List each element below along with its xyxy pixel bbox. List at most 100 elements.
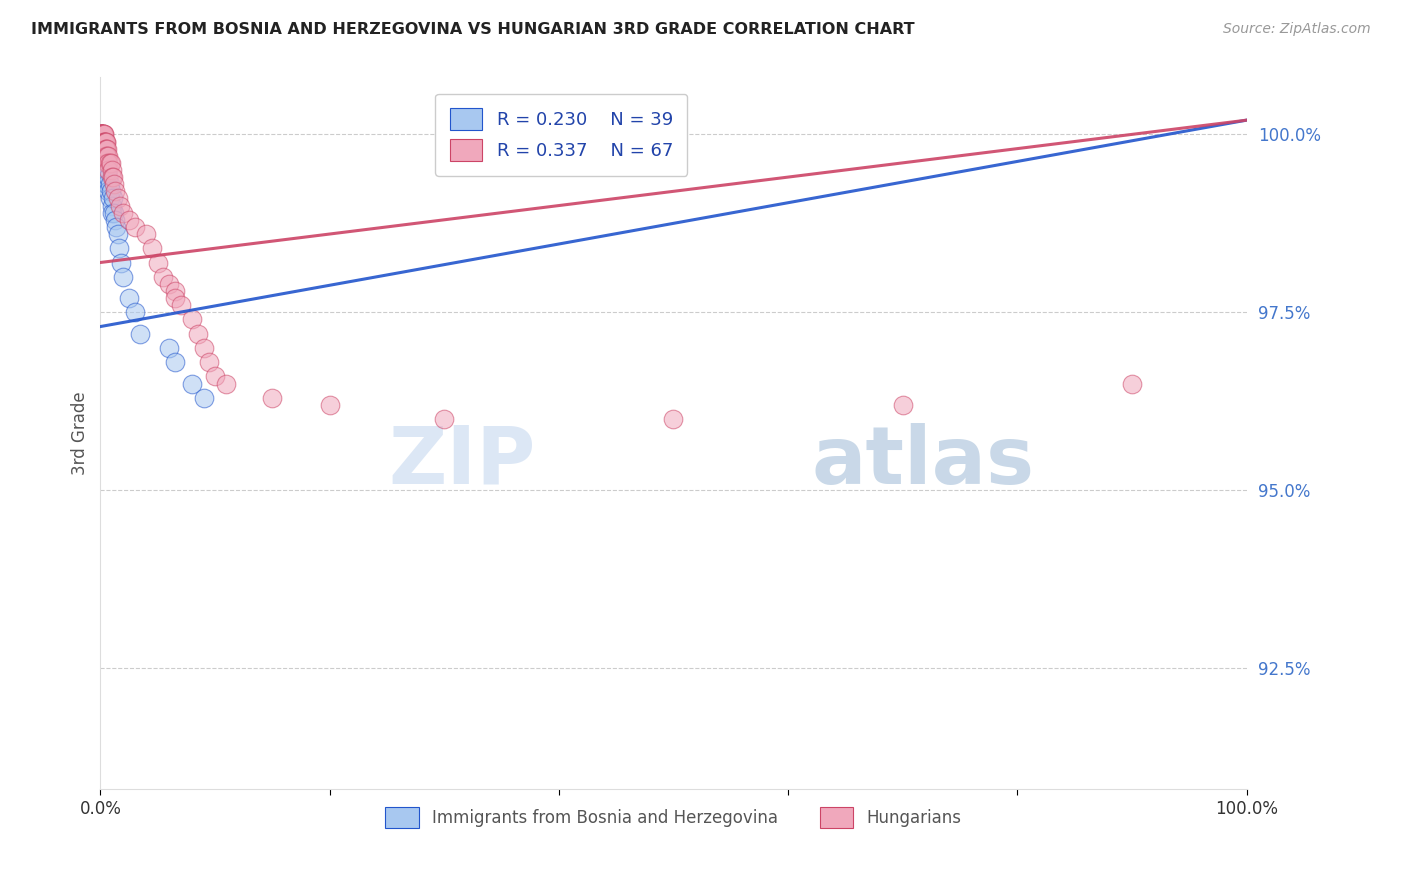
Text: atlas: atlas [811,423,1035,500]
Point [112,269,135,284]
Point [94,135,117,149]
Point [91,128,114,142]
Point [91,142,114,156]
Point [93,135,115,149]
Point [90,128,112,142]
Point [96,163,118,178]
Point [318,398,340,412]
Point [181,376,204,391]
Point [135,227,157,241]
Point [90,128,112,142]
Point [94,156,117,170]
Point [112,205,135,219]
Point [93,128,115,142]
Point [94,156,117,170]
Point [98,178,121,192]
Point [98,156,121,170]
Point [91,128,114,142]
Legend: Immigrants from Bosnia and Herzegovina, Hungarians: Immigrants from Bosnia and Herzegovina, … [378,801,969,834]
Point [103,178,125,192]
Point [107,241,129,255]
Point [91,135,114,149]
Point [104,184,127,198]
Point [108,198,131,212]
Point [93,135,115,149]
Point [110,255,132,269]
Point [141,241,163,255]
Point [94,142,117,156]
Point [101,163,124,178]
Point [91,135,114,149]
Point [187,326,209,341]
Text: IMMIGRANTS FROM BOSNIA AND HERZEGOVINA VS HUNGARIAN 3RD GRADE CORRELATION CHART: IMMIGRANTS FROM BOSNIA AND HERZEGOVINA V… [31,22,914,37]
Point [101,191,124,205]
Point [1121,376,1143,391]
Point [262,391,284,405]
Point [193,341,215,355]
Point [97,149,120,163]
Point [93,142,115,156]
Point [93,149,115,163]
Point [163,355,186,369]
Point [193,391,215,405]
Point [93,128,115,142]
Point [90,135,112,149]
Point [204,369,226,384]
Point [169,298,191,312]
Point [94,135,117,149]
Point [94,178,117,192]
Point [90,128,112,142]
Point [105,219,128,234]
Text: Source: ZipAtlas.com: Source: ZipAtlas.com [1223,22,1371,37]
Point [94,149,117,163]
Point [163,284,186,298]
Point [101,205,124,219]
Point [163,291,186,305]
Point [101,170,124,185]
Point [90,128,112,142]
Point [152,269,174,284]
Point [94,149,117,163]
Point [662,412,685,426]
Point [104,212,127,227]
Point [129,326,152,341]
Point [97,170,120,185]
Point [91,149,114,163]
Point [118,212,141,227]
Point [146,255,169,269]
Point [157,341,180,355]
Point [100,156,122,170]
Point [94,135,117,149]
Point [93,156,115,170]
Point [91,135,114,149]
Point [93,142,115,156]
Point [891,398,914,412]
Point [97,163,120,178]
Point [94,149,117,163]
Point [101,170,124,185]
Point [97,156,120,170]
Point [93,163,115,178]
Point [107,191,129,205]
Point [157,277,180,291]
Point [94,142,117,156]
Point [96,178,118,192]
Point [90,128,112,142]
Point [94,170,117,185]
Point [100,184,122,198]
Point [94,142,117,156]
Point [90,128,112,142]
Point [101,198,124,212]
Point [433,412,456,426]
Point [97,184,120,198]
Point [124,219,146,234]
Point [96,149,118,163]
Y-axis label: 3rd Grade: 3rd Grade [72,392,89,475]
Point [181,312,204,326]
Point [91,128,114,142]
Point [118,291,141,305]
Point [96,156,118,170]
Point [107,227,129,241]
Point [96,142,118,156]
Point [94,163,117,178]
